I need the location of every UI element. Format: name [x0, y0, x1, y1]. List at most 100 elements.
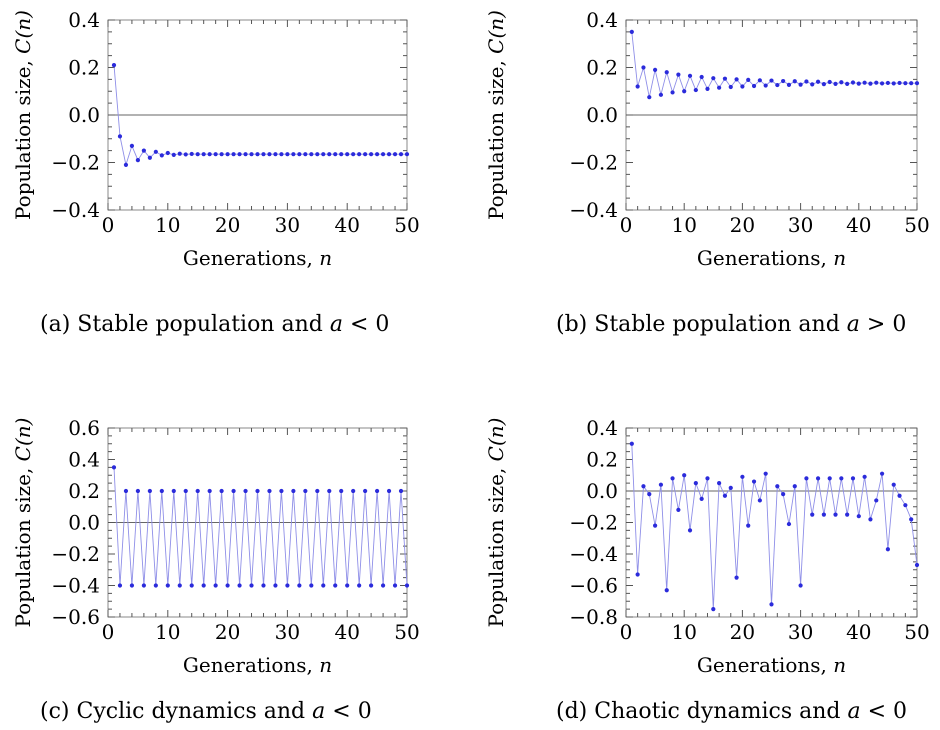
data-point	[195, 152, 200, 157]
x-tick-label: 0	[620, 620, 633, 644]
data-point	[243, 152, 248, 157]
series-line	[631, 31, 917, 98]
data-point	[699, 496, 704, 501]
data-point	[237, 583, 242, 588]
chart-c-plot: 0 10 20 30 40 50 0.6 0.4 0.2 0.0 −0.2 −0.4 −0.6 Gener…	[11, 416, 420, 677]
caption-var: a	[846, 312, 860, 337]
data-point	[273, 152, 278, 157]
y-tick-label: −0.2	[569, 511, 618, 535]
y-tick-label: 0.4	[68, 8, 100, 32]
data-point	[833, 81, 838, 86]
data-point	[291, 152, 296, 157]
data-point	[717, 481, 722, 486]
y-tick-label: −0.6	[51, 605, 100, 629]
data-point	[165, 150, 170, 156]
data-point	[351, 152, 356, 157]
data-point	[375, 488, 380, 494]
data-point	[189, 583, 194, 588]
data-point	[815, 476, 821, 481]
data-point	[751, 83, 757, 89]
y-tick-label: −0.6	[569, 574, 618, 598]
data-point	[792, 79, 797, 84]
data-point	[629, 29, 634, 34]
data-point	[153, 149, 158, 154]
data-point	[804, 476, 809, 481]
data-point	[635, 84, 640, 89]
data-point	[279, 488, 284, 494]
data-point	[775, 484, 780, 489]
x-tick-label: 40	[846, 620, 871, 644]
caption-rel: < 0	[867, 699, 908, 724]
data-point	[183, 152, 188, 157]
data-point	[734, 77, 739, 82]
data-point	[249, 152, 254, 157]
data-point	[165, 583, 170, 588]
data-point	[327, 152, 332, 157]
caption-var: a	[329, 312, 343, 337]
data-point	[839, 476, 844, 481]
data-point	[827, 476, 832, 481]
data-point	[635, 572, 640, 577]
data-point	[213, 152, 218, 157]
data-point	[345, 583, 350, 588]
data-point	[693, 481, 698, 486]
data-point	[670, 476, 675, 481]
chart-caption: (b) Stable population and a > 0	[556, 312, 906, 337]
chart-d-plot: 0 10 20 30 40 50 0.4 0.2 0.0 −0.2 −0.4 −0.6 −0.8 Gene…	[484, 416, 930, 677]
data-point	[380, 152, 386, 157]
x-tick-label: 10	[671, 620, 696, 644]
data-point	[159, 153, 164, 158]
caption-rel: < 0	[332, 699, 372, 724]
data-point	[903, 81, 908, 86]
x-tick-label: 30	[788, 620, 813, 644]
y-tick-label: 0.0	[586, 479, 618, 503]
data-point	[207, 152, 212, 157]
data-point	[786, 82, 792, 87]
x-axis-title: Generations, n	[183, 653, 332, 677]
data-point	[285, 152, 290, 157]
y-tick-label: 0.0	[68, 511, 100, 535]
data-point	[885, 80, 890, 86]
data-point	[897, 80, 902, 86]
data-point	[781, 78, 786, 84]
x-axis-title: Generations, n	[697, 246, 846, 270]
data-point	[141, 583, 146, 588]
data-point	[868, 81, 873, 86]
data-point	[339, 152, 344, 157]
data-point	[333, 583, 338, 588]
data-point	[261, 583, 266, 588]
data-point	[722, 76, 728, 81]
data-point	[833, 512, 838, 517]
y-tick-label: 0.2	[586, 448, 618, 472]
data-point	[357, 152, 362, 157]
chart-panel-b: 0 10 20 30 40 50 0.4 0.2 0.0 −0.2 −0.4 Generations,…	[470, 0, 940, 365]
data-point	[213, 583, 218, 588]
data-point	[629, 441, 634, 446]
data-point	[827, 79, 832, 85]
y-tick-label: −0.4	[569, 198, 618, 222]
x-tick-label: 20	[215, 213, 240, 237]
x-tick-label: 10	[671, 213, 696, 237]
y-tick-label: 0.4	[586, 416, 618, 440]
data-point	[117, 583, 123, 588]
data-point	[189, 151, 194, 157]
caption-rel: > 0	[866, 312, 907, 337]
y-tick-label: −0.4	[51, 574, 100, 598]
chart-b-plot: 0 10 20 30 40 50 0.4 0.2 0.0 −0.2 −0.4 Generations,…	[484, 8, 930, 270]
data-point	[897, 493, 902, 498]
data-point	[664, 70, 669, 75]
caption-label: (b)	[556, 312, 588, 337]
data-point	[856, 514, 861, 519]
data-point	[177, 151, 182, 156]
data-point	[682, 89, 687, 94]
data-point	[722, 493, 728, 498]
x-tick-label: 20	[730, 620, 755, 644]
data-point	[398, 152, 404, 157]
caption-text: Chaotic dynamics and	[594, 699, 841, 724]
x-tick-label: 30	[788, 213, 813, 237]
data-point	[856, 81, 861, 86]
data-point	[862, 474, 867, 479]
data-point	[369, 152, 374, 157]
x-tick-label: 40	[846, 213, 871, 237]
data-point	[682, 473, 687, 478]
